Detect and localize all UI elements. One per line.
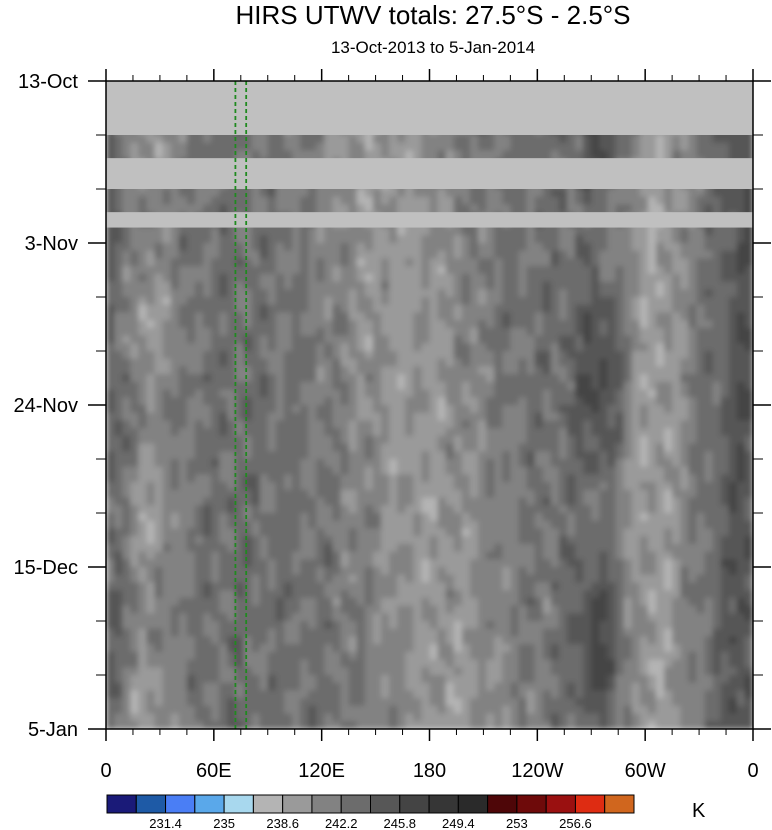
colorbar-label: 242.2 — [325, 816, 358, 830]
colorbar-label: 238.6 — [266, 816, 299, 830]
colorbar-swatch — [604, 794, 635, 814]
colorbar-swatch — [165, 794, 196, 814]
colorbar-swatch — [545, 794, 576, 814]
colorbar-label: 253 — [506, 816, 528, 830]
x-tick-label: 120E — [298, 760, 345, 782]
colorbar-swatch — [106, 794, 137, 814]
x-axis: 0 60E 120E 180 120W 60W 0 — [100, 69, 759, 782]
y-tick-label: 13-Oct — [18, 71, 78, 93]
colorbar-swatch — [135, 794, 167, 814]
missing-data-bands — [106, 81, 753, 228]
colorbar-swatch — [340, 794, 372, 814]
colorbar-label: 231.4 — [149, 816, 182, 830]
colorbar-swatch — [223, 794, 254, 814]
colorbar: 231.4 235 238.6 242.2 245.8 249.4 253 256.6 — [106, 794, 635, 830]
reference-lines — [234, 81, 248, 729]
colorbar-swatch — [574, 794, 606, 814]
colorbar-label: 256.6 — [559, 816, 592, 830]
colorbar-swatch — [516, 794, 547, 814]
colorbar-swatch — [282, 794, 313, 814]
x-tick-label: 180 — [413, 760, 446, 782]
chart-subtitle: 13-Oct-2013 to 5-Jan-2014 — [330, 38, 536, 57]
y-tick-label: 5-Jan — [28, 719, 78, 741]
colorbar-swatch — [194, 794, 225, 814]
missing-data-band — [106, 81, 753, 135]
colorbar-units: K — [692, 800, 706, 822]
y-tick-label: 24-Nov — [14, 395, 78, 417]
y-tick-label: 3-Nov — [25, 233, 78, 255]
chart-title: HIRS UTWV totals: 27.5°S - 2.5°S — [235, 0, 631, 30]
colorbar-label: 249.4 — [442, 816, 475, 830]
x-tick-label: 60E — [196, 760, 232, 782]
colorbar-swatch — [370, 794, 401, 814]
colorbar-swatch — [428, 794, 459, 814]
colorbar-swatch — [311, 794, 342, 814]
colorbar-label: 235 — [213, 816, 235, 830]
y-axis: 13-Oct 3-Nov 24-Nov 15-Dec 5-Jan — [14, 71, 771, 741]
x-tick-label: 60W — [625, 760, 666, 782]
missing-data-band — [106, 158, 753, 189]
missing-data-band — [106, 212, 753, 228]
x-tick-label: 0 — [747, 760, 758, 782]
colorbar-swatch — [487, 794, 518, 814]
colorbar-swatch — [457, 794, 489, 814]
y-tick-label: 15-Dec — [14, 557, 78, 579]
colorbar-swatch — [252, 794, 284, 814]
x-tick-label: 120W — [511, 760, 563, 782]
colorbar-swatch — [399, 794, 430, 814]
x-tick-label: 0 — [100, 760, 111, 782]
colorbar-label: 245.8 — [384, 816, 417, 830]
